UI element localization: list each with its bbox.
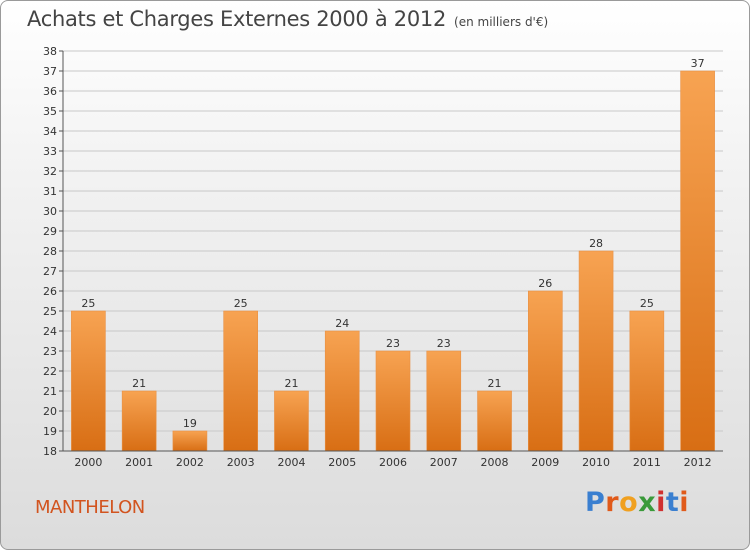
x-tick-label-2007: 2007: [430, 456, 458, 469]
bars: [71, 70, 715, 452]
y-tick-label: 35: [43, 105, 57, 118]
data-label-2005: 24: [335, 317, 349, 330]
logo-letter: i: [679, 487, 690, 518]
x-tick-labels: 2000 2001 2002 2003 2004 2005 2006 2007 2008 2009…: [74, 456, 711, 469]
bar-2004: [274, 390, 309, 452]
y-tick-label: 28: [43, 245, 57, 258]
logo-letter: x: [638, 487, 657, 518]
logo-letter: t: [665, 487, 680, 518]
x-tick-label-2006: 2006: [379, 456, 407, 469]
x-tick-label-2010: 2010: [582, 456, 610, 469]
y-tick-label: 32: [43, 165, 57, 178]
bar-2010: [578, 250, 614, 452]
x-tick-label-2009: 2009: [531, 456, 559, 469]
y-tick-label: 23: [43, 345, 57, 358]
data-label-2012: 37: [691, 57, 705, 70]
y-tick-label: 25: [43, 305, 57, 318]
bar-2000: [71, 310, 106, 452]
data-label-2002: 19: [183, 417, 197, 430]
x-tick-label-2012: 2012: [684, 456, 712, 469]
commune-name: MANTHELON: [35, 497, 145, 518]
y-tick-label: 21: [43, 385, 57, 398]
x-tick-label-2000: 2000: [74, 456, 102, 469]
x-tick-label-2002: 2002: [176, 456, 204, 469]
axes: [62, 51, 723, 452]
data-label-2009: 26: [538, 277, 552, 290]
bar-2002: [172, 430, 208, 452]
y-tick-label: 30: [43, 205, 57, 218]
x-tick-label-2011: 2011: [633, 456, 661, 469]
y-tick-label: 36: [43, 85, 57, 98]
logo-letter: r: [605, 487, 620, 518]
bar-2003: [223, 310, 258, 452]
logo-letter: i: [656, 487, 666, 518]
data-label-2000: 25: [81, 297, 95, 310]
y-tick-label: 38: [43, 45, 57, 58]
y-tick-label: 37: [43, 65, 57, 78]
y-tick-label: 24: [43, 325, 57, 338]
x-tick-label-2001: 2001: [125, 456, 153, 469]
data-label-2008: 21: [488, 377, 502, 390]
bar-2006: [375, 350, 411, 452]
data-label-2007: 23: [437, 337, 451, 350]
bar-2008: [477, 390, 512, 452]
data-label-2003: 25: [234, 297, 248, 310]
y-tick-label: 31: [43, 185, 57, 198]
bar-2005: [324, 330, 360, 452]
x-tick-label-2003: 2003: [227, 456, 255, 469]
x-tick-label-2008: 2008: [481, 456, 509, 469]
y-tick-label: 19: [43, 425, 57, 438]
y-tick-label: 26: [43, 285, 57, 298]
data-label-2006: 23: [386, 337, 400, 350]
y-tick-label: 18: [43, 445, 57, 458]
x-tick-label-2004: 2004: [277, 456, 305, 469]
data-labels: 25 21 19 25 21 24 23 23 21 26 28 25 37: [81, 57, 704, 430]
y-tick-label: 27: [43, 265, 57, 278]
y-tick-label: 34: [43, 125, 57, 138]
x-tick-label-2005: 2005: [328, 456, 356, 469]
y-tick-label: 20: [43, 405, 57, 418]
logo-letter: P: [585, 487, 606, 518]
data-label-2010: 28: [589, 237, 603, 250]
chart-title-text: Achats et Charges Externes 2000 à 2012: [27, 7, 447, 31]
data-label-2011: 25: [640, 297, 654, 310]
y-tick-label: 22: [43, 365, 57, 378]
bar-2011: [629, 310, 665, 452]
bar-2012: [680, 70, 715, 452]
data-label-2001: 21: [132, 377, 146, 390]
proxiti-logo[interactable]: Proxiti: [585, 487, 689, 518]
bar-2009: [528, 290, 563, 452]
bar-2001: [121, 390, 157, 452]
chart-subtitle: (en milliers d'€): [454, 15, 549, 29]
logo-letter: o: [619, 487, 639, 518]
y-tick-label: 33: [43, 145, 57, 158]
bar-2007: [426, 350, 462, 452]
data-label-2004: 21: [284, 377, 298, 390]
chart-title: Achats et Charges Externes 2000 à 2012 (e…: [27, 7, 548, 31]
y-tick-labels: 18 19 20 21 22 23 24 25 26 27 28 29 30 31 32 33 34 35 36 37…: [43, 45, 57, 458]
y-tick-label: 29: [43, 225, 57, 238]
